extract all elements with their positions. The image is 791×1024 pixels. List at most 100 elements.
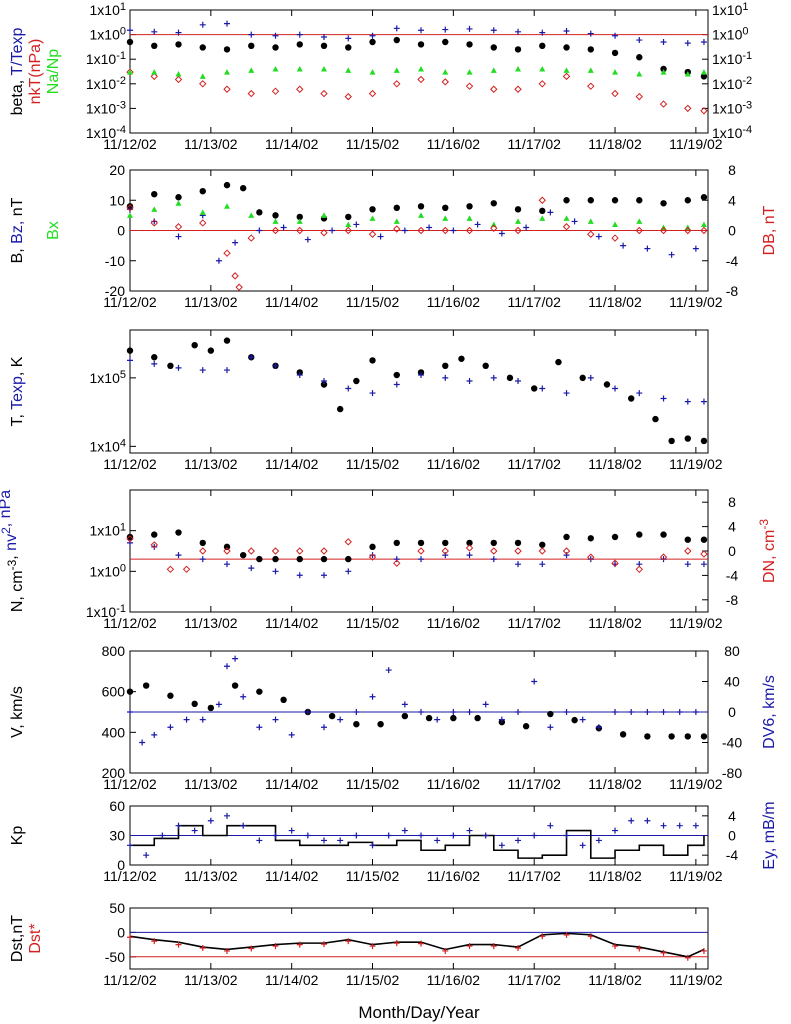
data-point [369, 543, 376, 551]
data-point [247, 89, 255, 98]
data-point [345, 938, 352, 945]
x-tick-label: 11/16/02 [427, 615, 481, 631]
data-point [321, 724, 328, 731]
data-point [442, 215, 449, 221]
y2-tick-label: 1x10-1 [712, 50, 752, 67]
data-point [418, 832, 425, 839]
y2-tick-label: 80 [724, 643, 740, 659]
data-point [465, 226, 474, 235]
data-point [684, 435, 691, 442]
data-point [231, 682, 239, 689]
data-point [183, 716, 190, 723]
data-point [587, 218, 594, 224]
data-point [635, 565, 643, 574]
data-point [223, 337, 231, 344]
data-point [199, 187, 206, 195]
data-point [199, 80, 207, 88]
data-point [636, 197, 643, 204]
data-point [151, 28, 158, 35]
data-point [636, 71, 643, 77]
data-point [490, 943, 497, 950]
y2-tick-label: 1x10-3 [712, 99, 752, 116]
data-point [700, 437, 708, 445]
x-tick-label: 11/17/02 [507, 972, 561, 988]
data-point [393, 381, 400, 388]
data-point [571, 218, 578, 225]
data-point [466, 215, 473, 221]
data-point [401, 827, 408, 834]
y-axis-title-3: Na/Np [45, 49, 62, 94]
data-point [563, 832, 570, 839]
x-tick-label: 11/13/02 [184, 972, 238, 988]
data-point [531, 678, 538, 685]
data-point [336, 405, 344, 413]
data-point [304, 832, 311, 839]
data-point [458, 355, 465, 362]
data-point [418, 940, 425, 947]
x-tick-label: 11/12/02 [103, 972, 157, 988]
data-point [224, 203, 231, 209]
y2-tick-label: 0 [728, 828, 736, 844]
data-point [498, 716, 505, 723]
y-axis-title: beta, T/Texp [9, 28, 26, 116]
data-point [563, 215, 570, 221]
x-tick-label: 11/18/02 [588, 136, 642, 152]
data-point [369, 390, 376, 397]
x-tick-label: 11/17/02 [507, 868, 561, 884]
data-point [401, 227, 408, 234]
data-point [143, 852, 150, 859]
x-tick-label: 11/14/02 [265, 136, 319, 152]
data-point [321, 65, 328, 72]
data-point [660, 531, 667, 538]
data-point [700, 226, 708, 235]
data-point [224, 69, 231, 75]
data-point [490, 221, 497, 227]
data-point [490, 224, 498, 232]
data-point [636, 531, 643, 538]
data-point [223, 85, 231, 93]
data-point [571, 716, 578, 724]
panel-frame [129, 907, 709, 970]
data-point [345, 67, 352, 73]
data-point [612, 32, 619, 39]
data-point [345, 568, 352, 575]
data-point [224, 561, 231, 568]
data-point [612, 827, 619, 834]
data-point [151, 354, 158, 361]
x-tick-label: 11/19/02 [669, 972, 723, 988]
data-point [256, 227, 263, 234]
panel-frame [129, 329, 709, 454]
x-tick-label: 11/15/02 [346, 456, 400, 472]
y-tick-label: 60 [109, 798, 125, 814]
data-point [523, 224, 530, 231]
data-point [199, 547, 207, 555]
data-point [353, 709, 360, 715]
x-tick-label: 11/13/02 [184, 615, 238, 631]
data-point [465, 544, 474, 552]
data-point [126, 204, 134, 212]
data-point [321, 572, 328, 579]
y-tick-label: 1x100 [90, 562, 126, 579]
data-point [223, 547, 231, 555]
data-point [368, 89, 377, 98]
data-point [126, 68, 134, 76]
data-point [272, 212, 279, 219]
y2-axis-title: Ey, mB/m [761, 801, 778, 869]
data-point [434, 837, 441, 844]
y2-tick-label: 4 [728, 808, 736, 824]
x-tick-label: 11/15/02 [346, 294, 400, 310]
x-tick-label: 11/15/02 [346, 868, 400, 884]
series-bx [127, 200, 707, 230]
data-point [127, 539, 133, 546]
data-point [538, 80, 546, 88]
data-point [175, 552, 182, 559]
data-point [296, 65, 303, 72]
data-point [320, 42, 328, 50]
data-point [175, 822, 182, 829]
data-point [490, 374, 497, 381]
y-tick-label: 1x10-2 [86, 75, 126, 92]
data-point [321, 212, 328, 218]
data-point [539, 29, 546, 36]
data-point [207, 704, 215, 712]
x-tick-label: 11/12/02 [103, 136, 157, 152]
